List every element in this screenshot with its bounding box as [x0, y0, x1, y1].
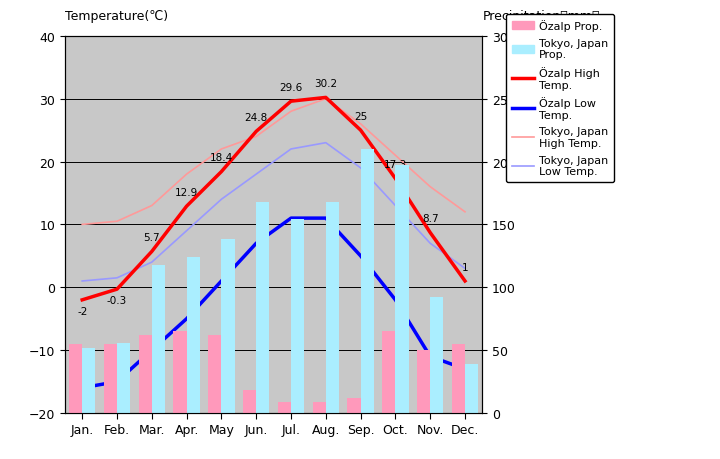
- Bar: [222, 240, 235, 413]
- Bar: [451, 344, 465, 413]
- Text: Precipitation（mm）: Precipitation（mm）: [482, 10, 600, 23]
- Bar: [291, 220, 305, 413]
- Özalp High
Temp.: [148, 249, 156, 255]
- Tokyo, Japan
High Temp.: [217, 147, 226, 152]
- Özalp Low
Temp.: [112, 379, 121, 385]
- Text: 8.7: 8.7: [422, 214, 438, 224]
- Text: 18.4: 18.4: [210, 153, 233, 163]
- Özalp Low
Temp.: [461, 366, 469, 372]
- Tokyo, Japan
Low Temp.: [112, 275, 121, 281]
- Bar: [174, 331, 186, 413]
- Bar: [395, 166, 409, 413]
- Özalp High
Temp.: [426, 230, 435, 236]
- Özalp High
Temp.: [182, 204, 191, 209]
- Tokyo, Japan
Low Temp.: [252, 172, 261, 178]
- Line: Tokyo, Japan
High Temp.: Tokyo, Japan High Temp.: [82, 100, 465, 225]
- Özalp Low
Temp.: [426, 354, 435, 359]
- Özalp Low
Temp.: [321, 216, 330, 221]
- Özalp Low
Temp.: [148, 347, 156, 353]
- Özalp High
Temp.: [287, 99, 295, 105]
- Tokyo, Japan
High Temp.: [321, 97, 330, 102]
- Özalp High
Temp.: [217, 169, 226, 175]
- Tokyo, Japan
Low Temp.: [287, 147, 295, 152]
- Bar: [256, 202, 269, 413]
- Text: Temperature(℃): Temperature(℃): [65, 10, 168, 23]
- Tokyo, Japan
High Temp.: [112, 219, 121, 224]
- Text: -2: -2: [77, 306, 87, 316]
- Özalp High
Temp.: [112, 287, 121, 292]
- Özalp High
Temp.: [321, 95, 330, 101]
- Text: 30.2: 30.2: [314, 79, 338, 89]
- Bar: [186, 257, 200, 413]
- Bar: [361, 150, 374, 413]
- Bar: [278, 402, 291, 413]
- Bar: [312, 402, 325, 413]
- Tokyo, Japan
Low Temp.: [78, 279, 86, 284]
- Tokyo, Japan
Low Temp.: [321, 140, 330, 146]
- Bar: [431, 298, 444, 413]
- Özalp High
Temp.: [461, 279, 469, 284]
- Tokyo, Japan
High Temp.: [426, 185, 435, 190]
- Özalp Low
Temp.: [252, 241, 261, 246]
- Tokyo, Japan
Low Temp.: [148, 260, 156, 265]
- Text: 12.9: 12.9: [175, 187, 198, 197]
- Bar: [417, 350, 431, 413]
- Özalp Low
Temp.: [391, 297, 400, 303]
- Özalp High
Temp.: [78, 297, 86, 303]
- Line: Özalp Low
Temp.: Özalp Low Temp.: [82, 218, 465, 388]
- Tokyo, Japan
Low Temp.: [217, 197, 226, 202]
- Line: Özalp High
Temp.: Özalp High Temp.: [82, 98, 465, 300]
- Legend: Özalp Prop., Tokyo, Japan
Prop., Özalp High
Temp., Özalp Low
Temp., Tokyo, Japan: Özalp Prop., Tokyo, Japan Prop., Özalp H…: [506, 15, 614, 183]
- Text: -0.3: -0.3: [107, 295, 127, 305]
- Özalp Low
Temp.: [182, 316, 191, 322]
- Tokyo, Japan
High Temp.: [148, 203, 156, 209]
- Tokyo, Japan
High Temp.: [252, 134, 261, 140]
- Text: 24.8: 24.8: [245, 112, 268, 123]
- Bar: [69, 344, 82, 413]
- Bar: [465, 364, 478, 413]
- Bar: [382, 331, 395, 413]
- Tokyo, Japan
High Temp.: [78, 222, 86, 228]
- Text: 5.7: 5.7: [143, 233, 160, 242]
- Özalp Low
Temp.: [78, 385, 86, 391]
- Bar: [117, 343, 130, 413]
- Line: Tokyo, Japan
Low Temp.: Tokyo, Japan Low Temp.: [82, 143, 465, 281]
- Tokyo, Japan
High Temp.: [356, 122, 365, 127]
- Text: 17.3: 17.3: [384, 160, 407, 170]
- Özalp Low
Temp.: [356, 253, 365, 259]
- Bar: [82, 348, 96, 413]
- Özalp High
Temp.: [252, 129, 261, 135]
- Bar: [138, 336, 152, 413]
- Özalp Low
Temp.: [287, 216, 295, 221]
- Bar: [243, 391, 256, 413]
- Tokyo, Japan
Low Temp.: [182, 229, 191, 234]
- Bar: [208, 336, 222, 413]
- Bar: [104, 344, 117, 413]
- Tokyo, Japan
Low Temp.: [461, 266, 469, 272]
- Text: 25: 25: [354, 112, 367, 121]
- Bar: [152, 265, 165, 413]
- Text: 29.6: 29.6: [279, 83, 302, 93]
- Bar: [347, 398, 361, 413]
- Tokyo, Japan
High Temp.: [461, 210, 469, 215]
- Tokyo, Japan
Low Temp.: [356, 166, 365, 171]
- Bar: [325, 202, 339, 413]
- Tokyo, Japan
High Temp.: [182, 172, 191, 178]
- Tokyo, Japan
Low Temp.: [426, 241, 435, 246]
- Özalp High
Temp.: [391, 176, 400, 182]
- Tokyo, Japan
High Temp.: [287, 109, 295, 115]
- Tokyo, Japan
High Temp.: [391, 153, 400, 159]
- Özalp High
Temp.: [356, 128, 365, 134]
- Tokyo, Japan
Low Temp.: [391, 203, 400, 209]
- Text: 1: 1: [462, 262, 468, 272]
- Özalp Low
Temp.: [217, 279, 226, 284]
